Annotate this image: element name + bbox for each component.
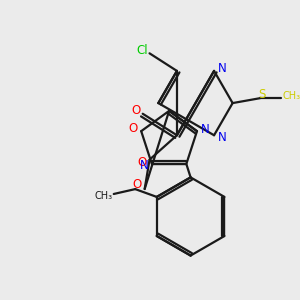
Text: Cl: Cl	[136, 44, 148, 57]
Text: O: O	[131, 104, 140, 117]
Text: N: N	[200, 123, 209, 136]
Text: N: N	[218, 131, 226, 144]
Text: N: N	[218, 62, 226, 76]
Text: S: S	[258, 88, 266, 101]
Text: N: N	[140, 159, 148, 172]
Text: O: O	[137, 156, 146, 169]
Text: CH₃: CH₃	[95, 191, 113, 201]
Text: O: O	[133, 178, 142, 191]
Text: CH₃: CH₃	[282, 91, 300, 101]
Text: O: O	[129, 122, 138, 135]
